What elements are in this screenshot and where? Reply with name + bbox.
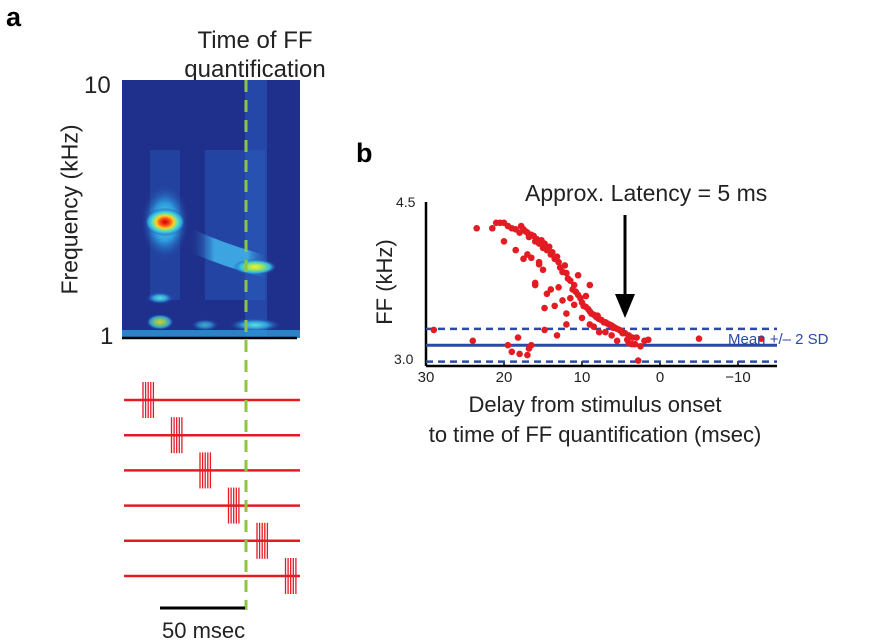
- scatter-point: [602, 328, 609, 336]
- scatter-point: [545, 243, 553, 251]
- scatter-points: [430, 219, 765, 364]
- raster-trial: [124, 558, 300, 594]
- scatter-point: [586, 281, 594, 289]
- scatter-point: [563, 269, 570, 277]
- panel-a-title-line1: Time of FF: [197, 27, 313, 54]
- scatter-point: [567, 294, 574, 302]
- scatter-point: [553, 253, 561, 260]
- raster-trial: [124, 417, 300, 454]
- scatter-point: [608, 332, 615, 339]
- scatter-point: [508, 348, 516, 356]
- scatter-point: [541, 326, 548, 334]
- scatter-point: [469, 337, 477, 345]
- scatter-point: [563, 321, 570, 328]
- scatter-point: [637, 343, 644, 350]
- scatter-point: [531, 279, 539, 287]
- scatter-point: [574, 271, 582, 279]
- raster-trial: [124, 452, 300, 489]
- scatter-point: [613, 337, 621, 345]
- spike-raster: [124, 382, 300, 594]
- scatter-point: [645, 336, 652, 344]
- scatter-point: [430, 326, 438, 334]
- panel-a-title: Time of FF quantification: [140, 26, 370, 84]
- scatter-point: [555, 258, 562, 266]
- scatter-point: [520, 255, 527, 263]
- scatter-point: [489, 224, 496, 232]
- scatter-point: [570, 301, 578, 309]
- x-axis-label-line2: to time of FF quantification (msec): [428, 422, 762, 447]
- scatter-point: [559, 297, 566, 304]
- scatter-point: [555, 283, 562, 291]
- x-tick-label: 10: [573, 369, 591, 386]
- scatter-point: [535, 261, 543, 268]
- scatter-point: [514, 334, 522, 341]
- y-tick-top: 4.5: [396, 194, 416, 210]
- scatter-point: [549, 248, 556, 256]
- scatter-point: [524, 351, 531, 359]
- raster-trial: [124, 487, 300, 524]
- scatter-point: [570, 281, 578, 289]
- scatter-point: [553, 332, 561, 339]
- spectrogram: [122, 80, 300, 338]
- scatter-point: [619, 329, 626, 337]
- scatter-point: [628, 340, 636, 348]
- x-axis-label: Delay from stimulus onset to time of FF …: [390, 390, 800, 450]
- scatter-point: [543, 290, 551, 298]
- scatter-point: [547, 286, 555, 293]
- scatter-point: [590, 323, 597, 330]
- ff-scatter-plot: [424, 202, 777, 368]
- raster-trial: [124, 522, 300, 559]
- scatter-point: [634, 357, 642, 364]
- scatter-point: [623, 336, 631, 344]
- scatter-point: [551, 302, 558, 310]
- panel-b-label: b: [356, 138, 373, 168]
- scatter-point: [695, 335, 703, 342]
- y-tick-bottom: 3.0: [394, 351, 414, 367]
- scatter-point: [758, 335, 765, 342]
- scatter-point: [541, 240, 548, 247]
- scatter-point: [516, 350, 523, 358]
- spectrogram-y-max: 10: [84, 72, 111, 99]
- panel-a-label: a: [6, 2, 22, 32]
- scatter-point: [567, 277, 574, 285]
- scatter-point: [541, 304, 548, 312]
- scatter-point: [561, 262, 569, 269]
- latency-arrow-head: [615, 294, 635, 318]
- band-label: Mean +/– 2 SD: [728, 331, 829, 348]
- scatter-point: [525, 345, 533, 352]
- scatter-point: [512, 246, 519, 254]
- x-tick-label: 30: [417, 369, 435, 386]
- scatter-point: [582, 292, 590, 300]
- scatter-point: [633, 334, 640, 341]
- scatter-point: [504, 341, 512, 349]
- panel-a-title-line2: quantification: [184, 56, 326, 83]
- ff-ylabel: FF (kHz): [372, 239, 397, 325]
- scatter-point: [528, 254, 535, 262]
- scale-bar-label: 50 msec: [162, 618, 246, 643]
- spectrogram-y-min: 1: [100, 323, 114, 350]
- scatter-point: [595, 328, 603, 336]
- scatter-point: [500, 238, 508, 245]
- scatter-point: [539, 266, 547, 274]
- x-tick-label: 20: [495, 369, 513, 386]
- x-tick-label: 0: [655, 369, 665, 386]
- raster-trial: [124, 382, 300, 418]
- scatter-point: [609, 324, 617, 332]
- scatter-point: [473, 224, 481, 232]
- latency-annotation: Approx. Latency = 5 ms: [525, 180, 768, 206]
- x-tick-label: −10: [725, 369, 751, 386]
- scatter-point: [578, 314, 586, 322]
- scatter-point: [563, 310, 570, 317]
- scatter-point: [594, 312, 601, 320]
- x-axis-label-line1: Delay from stimulus onset: [468, 392, 722, 417]
